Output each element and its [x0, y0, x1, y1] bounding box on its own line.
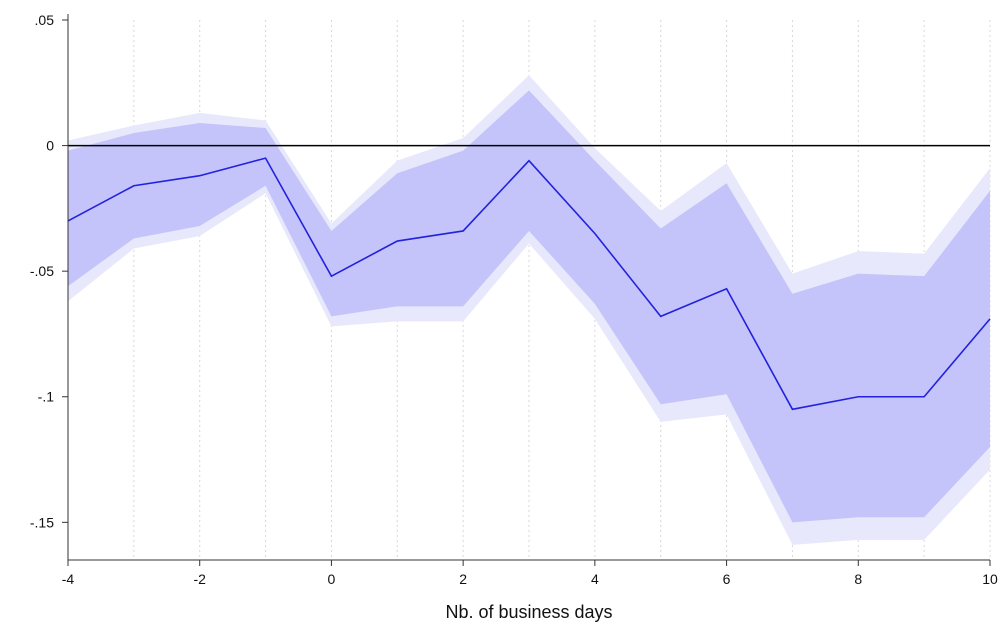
- y-tick-label: 0: [46, 138, 54, 154]
- axes: [67, 14, 990, 561]
- x-tick-label: 6: [723, 571, 731, 587]
- y-tick-label: -.1: [38, 389, 55, 405]
- inner-confidence-band: [68, 90, 990, 523]
- x-tick-label: 4: [591, 571, 599, 587]
- x-tick-label: -2: [193, 571, 206, 587]
- x-tick-label: -4: [62, 571, 75, 587]
- y-tick-label: -.15: [30, 514, 54, 530]
- estimate-line: [67, 157, 991, 411]
- x-tick-label: 8: [854, 571, 862, 587]
- x-tick-label: 0: [328, 571, 336, 587]
- x-tick-label: 10: [982, 571, 998, 587]
- estimate-line-group: [67, 157, 991, 411]
- confidence-bands: [68, 75, 990, 545]
- x-tick-label: 2: [459, 571, 467, 587]
- y-tick-label: .05: [35, 12, 55, 28]
- y-tick-label: -.05: [30, 263, 54, 279]
- x-axis-title: Nb. of business days: [445, 602, 612, 622]
- axis-ticks: -4 -2 0 2 4 6 8 10 .05 0 -.05 -.1 -.15: [30, 12, 998, 587]
